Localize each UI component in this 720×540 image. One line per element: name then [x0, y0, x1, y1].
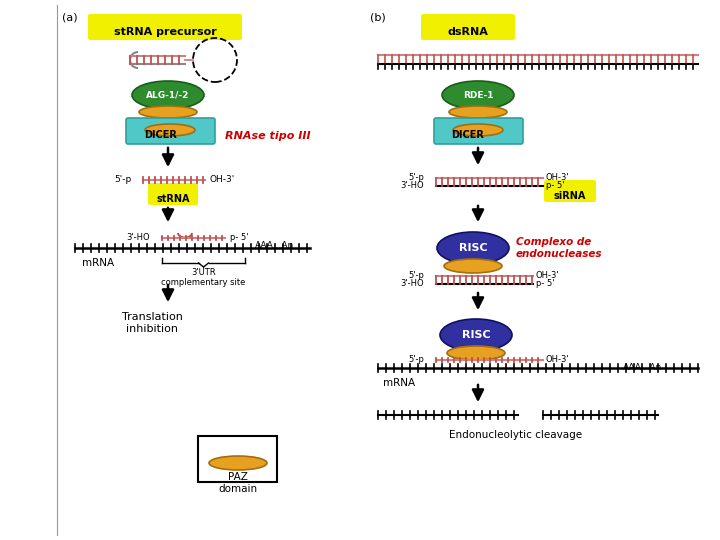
- Text: dsRNA: dsRNA: [448, 27, 488, 37]
- Text: siRNA: siRNA: [554, 191, 586, 201]
- Ellipse shape: [442, 81, 514, 109]
- Text: DICER: DICER: [145, 130, 177, 140]
- Ellipse shape: [132, 81, 204, 109]
- Text: RISC: RISC: [462, 330, 490, 340]
- Text: 5'-p: 5'-p: [408, 355, 424, 364]
- Text: OH-3': OH-3': [546, 173, 570, 183]
- Text: OH-3': OH-3': [210, 176, 235, 185]
- Text: RDE-1: RDE-1: [463, 91, 493, 99]
- FancyBboxPatch shape: [126, 118, 215, 144]
- Text: (b): (b): [370, 12, 386, 22]
- Text: 3'UTR
complementary site: 3'UTR complementary site: [161, 268, 246, 287]
- Ellipse shape: [139, 106, 197, 118]
- Text: 5'-p: 5'-p: [408, 272, 424, 280]
- FancyBboxPatch shape: [421, 14, 515, 40]
- Text: mRNA: mRNA: [383, 378, 415, 388]
- Text: p- 5': p- 5': [546, 181, 564, 191]
- Text: OH-3': OH-3': [546, 355, 570, 364]
- Ellipse shape: [209, 456, 267, 470]
- Text: AAA...An: AAA...An: [623, 362, 662, 372]
- Text: AAA...An: AAA...An: [255, 241, 294, 251]
- FancyBboxPatch shape: [198, 436, 277, 482]
- Text: DICER: DICER: [451, 130, 485, 140]
- Ellipse shape: [145, 124, 195, 136]
- Text: 5'-p: 5'-p: [408, 173, 424, 183]
- Text: stRNA precursor: stRNA precursor: [114, 27, 217, 37]
- Ellipse shape: [444, 259, 502, 273]
- Text: RISC: RISC: [459, 243, 487, 253]
- Ellipse shape: [447, 346, 505, 360]
- Text: (a): (a): [62, 12, 78, 22]
- Text: Complexo de
endonucleases: Complexo de endonucleases: [516, 237, 603, 259]
- Text: 3'-HO: 3'-HO: [127, 233, 150, 242]
- Text: mRNA: mRNA: [82, 258, 114, 268]
- Text: Translation
inhibition: Translation inhibition: [122, 312, 182, 334]
- FancyBboxPatch shape: [544, 180, 596, 202]
- Text: stRNA: stRNA: [156, 194, 190, 204]
- Text: OH-3': OH-3': [536, 272, 559, 280]
- Text: p- 5': p- 5': [230, 233, 248, 242]
- Ellipse shape: [449, 106, 507, 118]
- Ellipse shape: [437, 232, 509, 264]
- Text: Endonucleolytic cleavage: Endonucleolytic cleavage: [449, 430, 582, 440]
- Text: ALG-1/-2: ALG-1/-2: [146, 91, 189, 99]
- FancyBboxPatch shape: [148, 183, 198, 205]
- Text: RNAse tipo III: RNAse tipo III: [225, 131, 310, 141]
- Text: p- 5': p- 5': [536, 280, 554, 288]
- FancyBboxPatch shape: [434, 118, 523, 144]
- Text: 5'-p: 5'-p: [114, 176, 132, 185]
- Ellipse shape: [453, 124, 503, 136]
- Ellipse shape: [440, 319, 512, 351]
- Text: 3'-HO: 3'-HO: [400, 181, 424, 191]
- FancyBboxPatch shape: [88, 14, 242, 40]
- Text: 3'-HO: 3'-HO: [400, 280, 424, 288]
- Text: PAZ
domain: PAZ domain: [218, 472, 258, 494]
